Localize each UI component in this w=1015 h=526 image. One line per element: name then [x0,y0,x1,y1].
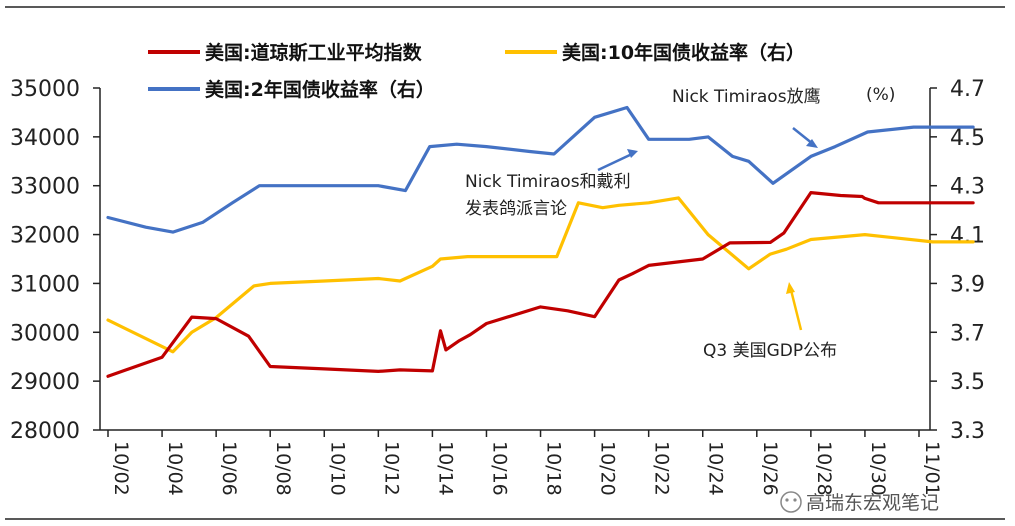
annotation-dove-line2: 发表鸽派言论 [465,199,567,219]
x-tick-label: 10/12 [380,441,402,496]
annotation-dove-line1: Nick Timiraos和戴利 [465,172,631,192]
x-tick-label: 10/18 [543,441,565,496]
annotation-dove-arrow [597,152,633,172]
wechat-icon-eye-right [793,498,797,502]
legend-label-10y: 美国:10年国债收益率（右） [562,41,805,64]
x-tick-label: 10/10 [326,441,348,496]
left-tick-label: 30000 [10,321,80,346]
series-line-0 [106,191,975,378]
x-tick-label: 10/22 [651,441,673,496]
series-line-2 [106,105,975,234]
legend-label-2y: 美国:2年国债收益率（右） [205,78,435,101]
right-tick-label: 4.5 [950,126,985,151]
left-tick-label: 33000 [10,175,80,200]
x-tick-label: 10/08 [272,441,294,496]
right-axis-ticks: 3.3 3.5 3.7 3.9 4.1 4.3 4.5 4.7 [930,77,985,444]
annotation-gdp: Q3 美国GDP公布 [703,341,837,361]
x-tick-label: 10/02 [110,441,132,496]
right-tick-label: 4.7 [950,77,985,102]
x-tick-label: 10/20 [597,441,619,496]
x-tick-label: 10/04 [164,441,186,496]
legend-label-dow: 美国:道琼斯工业平均指数 [205,41,423,64]
right-tick-label: 3.5 [950,370,985,395]
left-tick-label: 32000 [10,224,80,249]
right-tick-label: 3.3 [950,419,985,444]
annotation-dove-arrowhead [627,149,638,158]
x-tick-label: 10/06 [218,441,240,496]
right-tick-label: 4.1 [950,224,985,249]
annotation-gdp-arrow [789,289,803,331]
right-tick-label: 3.7 [950,321,985,346]
x-tick-label: 10/26 [759,441,781,496]
annotation-hawk-arrowhead [806,139,818,148]
x-tick-label: 10/14 [434,441,456,496]
wechat-icon [780,491,802,513]
x-tick-label: 10/24 [705,441,727,496]
watermark-text: 高瑞东宏观笔记 [806,492,939,514]
series-line-1 [106,196,975,354]
annotations: Nick Timiraos放鹰 Nick Timiraos和戴利 发表鸽派言论 … [465,87,837,361]
right-axis-unit: (%) [866,85,895,105]
annotation-hawk-arrow [792,127,814,145]
annotation-hawk: Nick Timiraos放鹰 [672,87,821,107]
left-tick-label: 28000 [10,419,80,444]
left-tick-label: 31000 [10,272,80,297]
left-axis-ticks: 28000 29000 30000 31000 32000 33000 34000 35000 [10,77,100,444]
legend: 美国:道琼斯工业平均指数 美国:10年国债收益率（右） 美国:2年国债收益率（右… [148,41,805,101]
left-tick-label: 34000 [10,126,80,151]
x-axis-ticks: 10/02 10/04 10/06 10/08 10/10 10/12 10/14 10/16… [107,430,943,496]
x-tick-label: 10/16 [488,441,510,496]
left-tick-label: 29000 [10,370,80,395]
left-tick-label: 35000 [10,77,80,102]
series-layer [106,105,975,378]
wechat-icon-eye-left [785,498,789,502]
x-tick-label: 10/30 [867,441,889,496]
x-tick-label: 11/01 [921,441,943,496]
x-tick-label: 10/28 [813,441,835,496]
right-tick-label: 4.3 [950,175,985,200]
watermark: 高瑞东宏观笔记 [780,491,939,514]
right-tick-label: 3.9 [950,272,985,297]
annotation-gdp-arrowhead [786,282,795,294]
